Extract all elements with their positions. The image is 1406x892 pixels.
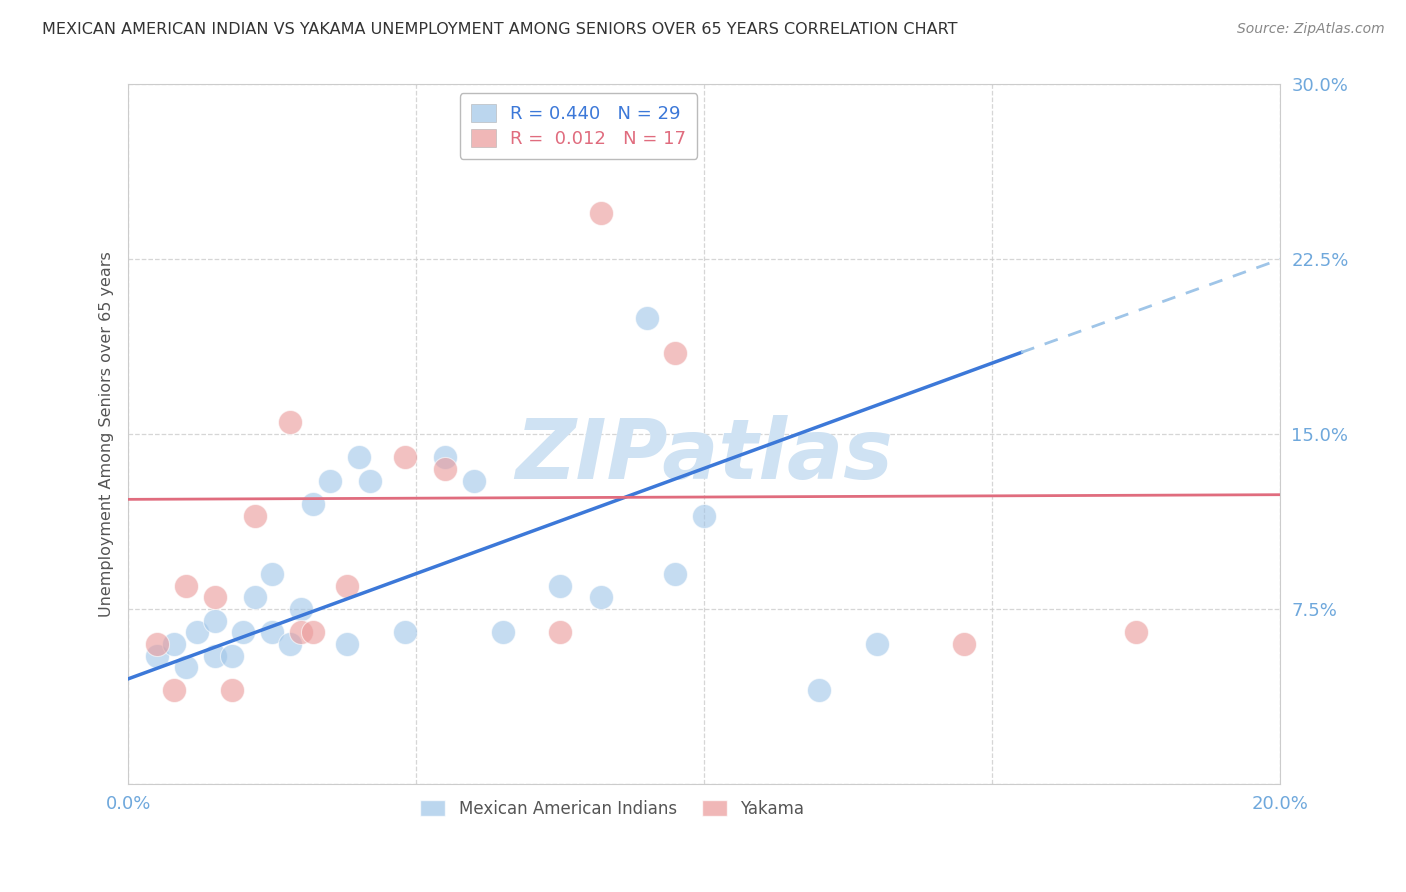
Point: [434, 462, 457, 476]
Point: [221, 648, 243, 663]
Point: [463, 474, 485, 488]
Point: [808, 683, 831, 698]
Point: [693, 508, 716, 523]
Point: [163, 637, 186, 651]
Text: MEXICAN AMERICAN INDIAN VS YAKAMA UNEMPLOYMENT AMONG SENIORS OVER 65 YEARS CORRE: MEXICAN AMERICAN INDIAN VS YAKAMA UNEMPL…: [42, 22, 957, 37]
Point: [174, 660, 197, 674]
Point: [866, 637, 889, 651]
Point: [434, 450, 457, 465]
Point: [243, 591, 266, 605]
Point: [952, 637, 974, 651]
Point: [262, 566, 284, 581]
Point: [243, 508, 266, 523]
Point: [146, 648, 169, 663]
Point: [290, 625, 312, 640]
Point: [301, 625, 323, 640]
Point: [174, 579, 197, 593]
Point: [319, 474, 342, 488]
Point: [146, 637, 169, 651]
Text: Source: ZipAtlas.com: Source: ZipAtlas.com: [1237, 22, 1385, 37]
Point: [394, 625, 416, 640]
Legend: Mexican American Indians, Yakama: Mexican American Indians, Yakama: [413, 793, 811, 824]
Point: [262, 625, 284, 640]
Point: [278, 637, 301, 651]
Point: [221, 683, 243, 698]
Point: [636, 310, 658, 325]
Point: [232, 625, 254, 640]
Point: [359, 474, 381, 488]
Y-axis label: Unemployment Among Seniors over 65 years: Unemployment Among Seniors over 65 years: [100, 252, 114, 617]
Point: [204, 648, 226, 663]
Point: [290, 602, 312, 616]
Point: [336, 637, 359, 651]
Point: [204, 614, 226, 628]
Point: [347, 450, 370, 465]
Point: [589, 205, 612, 219]
Text: ZIPatlas: ZIPatlas: [516, 415, 893, 496]
Point: [394, 450, 416, 465]
Point: [204, 591, 226, 605]
Point: [589, 591, 612, 605]
Point: [664, 345, 686, 359]
Point: [664, 566, 686, 581]
Point: [301, 497, 323, 511]
Point: [492, 625, 515, 640]
Point: [163, 683, 186, 698]
Point: [548, 625, 571, 640]
Point: [1125, 625, 1147, 640]
Point: [336, 579, 359, 593]
Point: [278, 416, 301, 430]
Point: [186, 625, 208, 640]
Point: [548, 579, 571, 593]
